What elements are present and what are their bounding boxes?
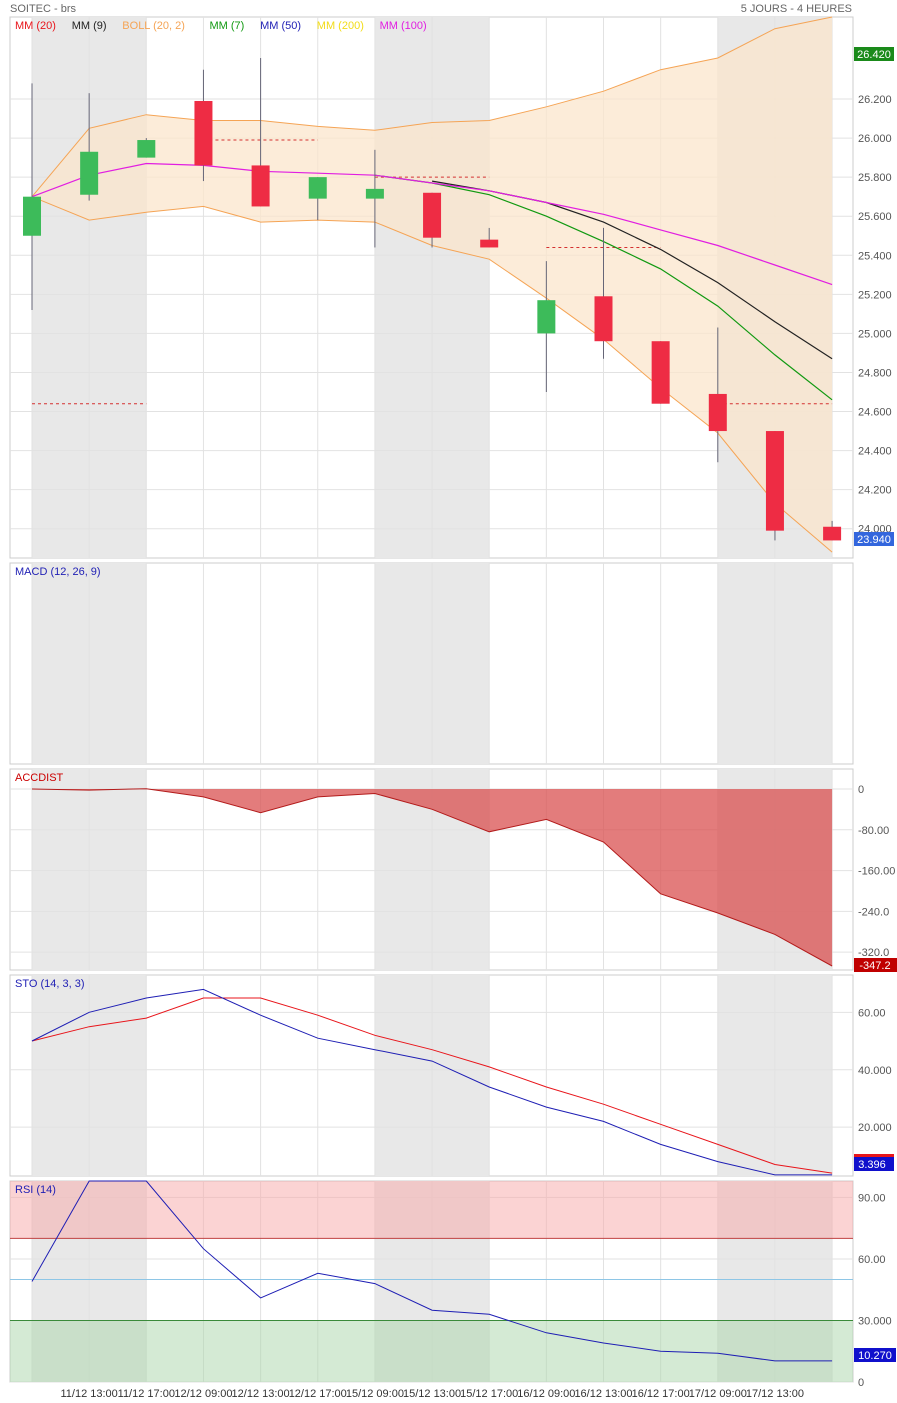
candle-body (80, 151, 99, 195)
chart-period: 5 JOURS - 4 HEURES (740, 3, 852, 15)
sto-k-line (31, 988, 833, 1176)
accdist-y-tick: -240.0 (858, 906, 889, 918)
x-tick-label: 17/12 13:00 (746, 1388, 804, 1400)
accdist-area (32, 788, 833, 966)
x-tick-label: 12/12 17:00 (289, 1388, 347, 1400)
rsi-oversold-zone (10, 1320, 853, 1382)
accdist-last-label: -347.2 (859, 960, 890, 972)
x-tick-label: 16/12 09:00 (517, 1388, 575, 1400)
last-price-badge (854, 532, 894, 546)
last-high-badge (854, 47, 894, 61)
rsi-overbought-zone (10, 1181, 853, 1239)
candle-body (765, 431, 784, 531)
accdist-y-axis: 0 -80.00 -160.00 -240.0 -320.0 (858, 784, 895, 959)
legend-item: BOLL (20, 2) (122, 20, 185, 32)
sto-y-tick: 60.00 (858, 1007, 886, 1019)
candle-body (651, 341, 670, 404)
sto-y-tick: 40.000 (858, 1065, 892, 1077)
macd-title: MACD (12, 26, 9) (15, 566, 101, 578)
sto-y-tick: 20.000 (858, 1122, 892, 1134)
rsi-line (31, 1180, 833, 1362)
accdist-y-tick: -160.00 (858, 866, 895, 878)
candle-body (708, 393, 727, 432)
price-y-tick: 25.200 (858, 289, 892, 301)
legend-item: MM (200) (317, 20, 364, 32)
price-y-tick: 25.600 (858, 211, 892, 223)
candles (23, 58, 842, 541)
accdist-line (31, 788, 833, 967)
price-y-axis: 24.00024.20024.40024.60024.80025.00025.2… (858, 94, 892, 536)
ma-20-line (31, 162, 833, 286)
x-tick-label: 15/12 17:00 (460, 1388, 518, 1400)
rsi-y-axis: 0 30.000 60.00 90.00 (858, 1192, 892, 1389)
rsi-panel: 0 30.000 60.00 90.00 RSI (14) 10.270 (10, 1180, 896, 1389)
x-tick-label: 12/12 09:00 (174, 1388, 232, 1400)
chart-symbol: SOITEC - brs (10, 3, 77, 15)
accdist-y-tick: -320.0 (858, 947, 889, 959)
candle-body (23, 196, 41, 236)
accdist-title: ACCDIST (15, 772, 64, 784)
candle-body (537, 300, 556, 334)
x-tick-label: 17/12 09:00 (689, 1388, 747, 1400)
candle-body (251, 165, 270, 207)
sto-last-badge (854, 1157, 894, 1171)
x-tick-label: 11/12 17:00 (118, 1388, 175, 1400)
candle-body (423, 192, 442, 238)
x-tick-label: 15/12 09:00 (346, 1388, 404, 1400)
legend-item: MM (50) (260, 20, 301, 32)
x-axis-labels: 11/12 13:00 11/12 17:00 12/12 09:00 12/12 1… (61, 1388, 805, 1400)
candle-body (137, 140, 156, 158)
candle-body (308, 177, 327, 199)
rsi-y-tick: 90.00 (858, 1192, 886, 1204)
candle-body (480, 239, 499, 248)
accdist-last-badge (854, 958, 897, 972)
legend-item: MM (7) (210, 20, 245, 32)
x-tick-label: 16/12 17:00 (632, 1388, 690, 1400)
accdist-panel: 0 -80.00 -160.00 -240.0 -320.0 ACCDIST -347.… (15, 772, 897, 972)
price-legend: MM (20) MM (9) BOLL (20, 2) MM (7) MM (50) MM… (15, 20, 427, 32)
candle-body (823, 526, 842, 541)
x-tick-label: 11/12 13:00 (61, 1388, 118, 1400)
rsi-y-tick: 30.000 (858, 1315, 892, 1327)
accdist-y-tick: 0 (858, 784, 864, 796)
price-y-tick: 24.200 (858, 485, 892, 497)
legend-item: MM (9) (72, 20, 107, 32)
sto-d-line (31, 997, 833, 1174)
macd-panel: MACD (12, 26, 9) (15, 566, 101, 578)
rsi-title: RSI (14) (15, 1184, 56, 1196)
price-y-tick: 26.000 (858, 133, 892, 145)
price-y-tick: 25.000 (858, 328, 892, 340)
legend-item: MM (100) (380, 20, 427, 32)
price-y-tick: 25.400 (858, 250, 892, 262)
candle-body (594, 296, 613, 342)
rsi-y-tick: 0 (858, 1377, 864, 1389)
last-price-label: 23.940 (857, 534, 891, 546)
sto-title: STO (14, 3, 3) (15, 978, 85, 990)
accdist-y-tick: -80.00 (858, 825, 889, 837)
x-tick-label: 12/12 13:00 (232, 1388, 290, 1400)
x-tick-label: 16/12 13:00 (574, 1388, 632, 1400)
price-y-tick: 24.600 (858, 407, 892, 419)
rsi-last-label: 10.270 (858, 1350, 892, 1362)
resistance-lines (32, 139, 833, 405)
x-tick-label: 15/12 13:00 (403, 1388, 461, 1400)
rsi-y-tick: 60.00 (858, 1254, 886, 1266)
candle-body (365, 188, 384, 199)
last-high-label: 26.420 (857, 49, 891, 61)
price-panel: 24.00024.20024.40024.60024.80025.00025.2… (15, 16, 894, 553)
sto-panel: 20.000 40.000 60.00 STO (14, 3, 3) 3.396 (15, 978, 894, 1176)
sto-last-label: 3.396 (858, 1159, 886, 1171)
candle-body (194, 100, 213, 166)
sto-y-axis: 20.000 40.000 60.00 (858, 1007, 892, 1134)
rsi-last-badge (854, 1348, 896, 1362)
price-y-tick: 24.800 (858, 367, 892, 379)
price-y-tick: 26.200 (858, 94, 892, 106)
price-y-tick: 24.400 (858, 446, 892, 458)
bollinger-upper-line (31, 16, 833, 198)
price-y-tick: 25.800 (858, 172, 892, 184)
bollinger-band-fill (32, 17, 833, 553)
legend-item: MM (20) (15, 20, 56, 32)
